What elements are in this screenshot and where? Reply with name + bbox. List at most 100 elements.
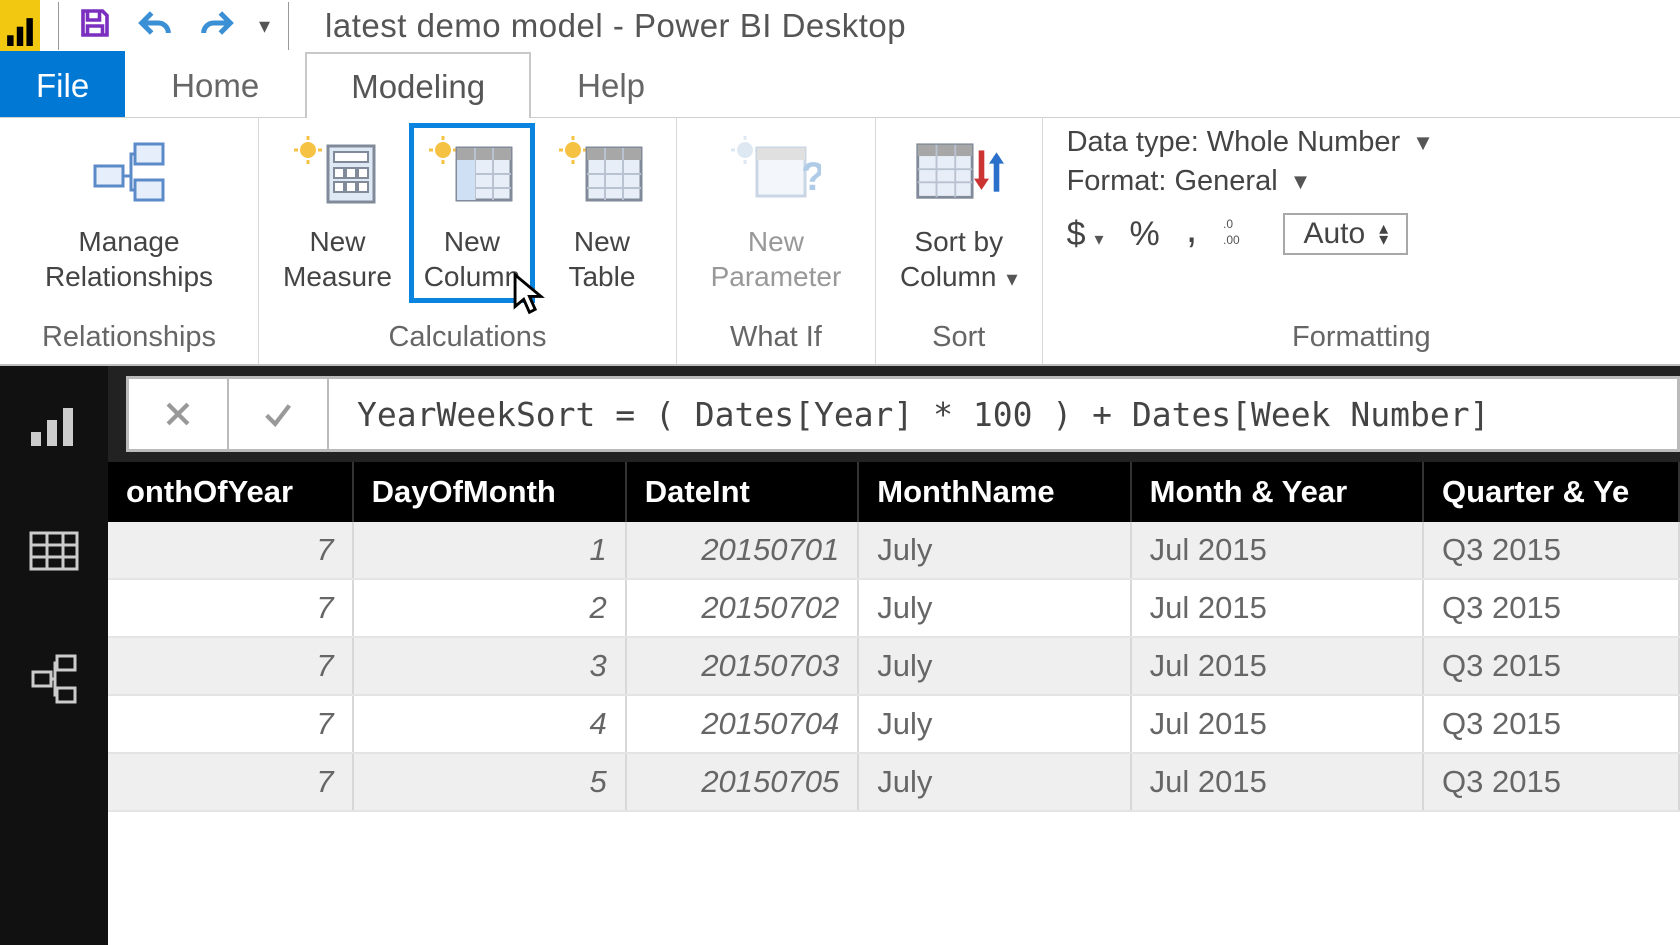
new-parameter-label: New Parameter [711, 224, 842, 294]
sort-by-column-label: Sort by Column ▾ [900, 224, 1018, 294]
tab-modeling[interactable]: Modeling [305, 52, 531, 118]
new-measure-button[interactable]: New Measure [273, 126, 402, 300]
app-logo-icon [0, 0, 40, 52]
undo-icon[interactable] [135, 6, 175, 45]
new-parameter-button[interactable]: ? New Parameter [691, 126, 861, 300]
table-cell[interactable]: 20150702 [626, 579, 858, 637]
table-cell[interactable]: July [858, 637, 1130, 695]
new-column-button[interactable]: New Column [412, 126, 532, 300]
table-cell[interactable]: 7 [108, 753, 353, 811]
table-cell[interactable]: July [858, 522, 1130, 579]
new-table-button[interactable]: New Table [542, 126, 662, 300]
formula-commit-button[interactable] [229, 379, 329, 449]
table-cell[interactable]: 3 [353, 637, 626, 695]
table-cell[interactable]: July [858, 579, 1130, 637]
table-cell[interactable]: 20150701 [626, 522, 858, 579]
view-switcher [0, 366, 108, 945]
svg-text:.00: .00 [1223, 233, 1240, 247]
table-cell[interactable]: Q3 2015 [1423, 695, 1679, 753]
percent-button[interactable]: % [1130, 215, 1160, 254]
new-column-label: New Column [424, 224, 520, 294]
table-header-row: onthOfYearDayOfMonthDateIntMonthNameMont… [108, 462, 1679, 522]
group-label-formatting: Formatting [1292, 321, 1431, 358]
sort-by-column-icon [914, 132, 1004, 212]
column-header[interactable]: DayOfMonth [353, 462, 626, 522]
table-cell[interactable]: 7 [108, 695, 353, 753]
chevron-down-icon: ▼ [1412, 130, 1434, 156]
table-cell[interactable]: 7 [108, 637, 353, 695]
column-header[interactable]: Quarter & Ye [1423, 462, 1679, 522]
chevron-down-icon: ▼ [1290, 169, 1312, 195]
table-cell[interactable]: Jul 2015 [1131, 753, 1423, 811]
svg-text:?: ? [801, 155, 821, 199]
sort-by-column-button[interactable]: Sort by Column ▾ [890, 126, 1028, 300]
table-cell[interactable]: Q3 2015 [1423, 522, 1679, 579]
new-table-label: New Table [568, 224, 635, 294]
decimal-places-auto[interactable]: Auto ▴▾ [1283, 213, 1408, 255]
spinner-icon: ▴▾ [1379, 223, 1388, 245]
table-cell[interactable]: 7 [108, 579, 353, 637]
format-dropdown[interactable]: Format: General ▼ [1067, 165, 1434, 198]
table-cell[interactable]: 2 [353, 579, 626, 637]
table-cell[interactable]: Q3 2015 [1423, 637, 1679, 695]
data-view-icon[interactable] [27, 527, 81, 580]
ribbon-group-whatif: ? New Parameter What If [677, 118, 876, 364]
report-view-icon[interactable] [27, 402, 81, 455]
ribbon-group-sort: Sort by Column ▾ Sort [876, 118, 1043, 364]
table-row[interactable]: 7520150705JulyJul 2015Q3 2015 [108, 753, 1679, 811]
format-label: Format: [1067, 165, 1167, 198]
formula-input[interactable]: YearWeekSort = ( Dates[Year] * 100 ) + D… [329, 395, 1677, 434]
table-cell[interactable]: Q3 2015 [1423, 753, 1679, 811]
table-cell[interactable]: 7 [108, 522, 353, 579]
table-cell[interactable]: 5 [353, 753, 626, 811]
column-header[interactable]: DateInt [626, 462, 858, 522]
table-cell[interactable]: 4 [353, 695, 626, 753]
table-cell[interactable]: 1 [353, 522, 626, 579]
table-cell[interactable]: Jul 2015 [1131, 695, 1423, 753]
table-row[interactable]: 7420150704JulyJul 2015Q3 2015 [108, 695, 1679, 753]
window-title: latest demo model - Power BI Desktop [325, 7, 906, 45]
group-label-sort: Sort [932, 321, 985, 358]
save-icon[interactable] [77, 5, 113, 46]
table-cell[interactable]: Jul 2015 [1131, 579, 1423, 637]
relationships-icon [84, 132, 174, 212]
datatype-dropdown[interactable]: Data type: Whole Number ▼ [1067, 126, 1434, 159]
data-grid[interactable]: onthOfYearDayOfMonthDateIntMonthNameMont… [108, 462, 1680, 945]
datatype-value: Whole Number [1207, 126, 1400, 159]
table-cell[interactable]: Q3 2015 [1423, 579, 1679, 637]
table-cell[interactable]: July [858, 753, 1130, 811]
currency-button[interactable]: $ ▾ [1067, 215, 1104, 254]
qat-customize-icon[interactable]: ▾ [259, 13, 270, 39]
new-table-icon [557, 132, 647, 212]
table-cell[interactable]: 20150703 [626, 637, 858, 695]
table-cell[interactable]: July [858, 695, 1130, 753]
column-header[interactable]: Month & Year [1131, 462, 1423, 522]
new-measure-label: New Measure [283, 224, 392, 294]
titlebar: ▾ latest demo model - Power BI Desktop [0, 0, 1680, 52]
table-row[interactable]: 7120150701JulyJul 2015Q3 2015 [108, 522, 1679, 579]
decimals-icon: .0.00 [1223, 214, 1257, 255]
datatype-label: Data type: [1067, 126, 1199, 159]
tab-file[interactable]: File [0, 51, 125, 117]
new-column-icon [427, 132, 517, 212]
table-row[interactable]: 7320150703JulyJul 2015Q3 2015 [108, 637, 1679, 695]
svg-text:.0: .0 [1223, 217, 1233, 231]
table-row[interactable]: 7220150702JulyJul 2015Q3 2015 [108, 579, 1679, 637]
table-cell[interactable]: 20150704 [626, 695, 858, 753]
formula-cancel-button[interactable] [129, 379, 229, 449]
ribbon-group-calculations: New Measure New Column [259, 118, 677, 364]
thousands-button[interactable]: , [1186, 204, 1198, 252]
column-header[interactable]: onthOfYear [108, 462, 353, 522]
model-view-icon[interactable] [27, 652, 81, 709]
column-header[interactable]: MonthName [858, 462, 1130, 522]
new-parameter-icon: ? [731, 132, 821, 212]
tab-help[interactable]: Help [531, 51, 691, 117]
group-label-relationships: Relationships [42, 321, 216, 358]
manage-relationships-button[interactable]: Manage Relationships [14, 126, 244, 300]
redo-icon[interactable] [197, 6, 237, 45]
table-cell[interactable]: Jul 2015 [1131, 522, 1423, 579]
ribbon: Manage Relationships Relationships [0, 118, 1680, 366]
table-cell[interactable]: 20150705 [626, 753, 858, 811]
tab-home[interactable]: Home [125, 51, 305, 117]
table-cell[interactable]: Jul 2015 [1131, 637, 1423, 695]
